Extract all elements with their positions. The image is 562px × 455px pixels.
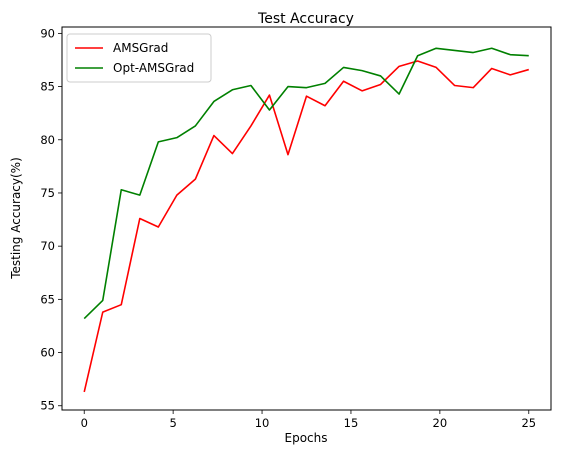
series-line-opt-amsgrad — [83, 47, 529, 320]
legend-label: AMSGrad — [113, 41, 168, 55]
legend-label: Opt-AMSGrad — [113, 61, 194, 75]
series-line-amsgrad — [83, 60, 529, 393]
y-tick-label: 65 — [40, 292, 55, 306]
x-axis: 0 5 10 15 20 25 — [81, 410, 536, 430]
y-tick-label: 80 — [40, 133, 55, 147]
x-tick-label: 10 — [255, 416, 270, 430]
y-tick-label: 90 — [40, 26, 55, 40]
y-axis-label: Testing Accuracy(%) — [9, 157, 23, 280]
legend: AMSGrad Opt-AMSGrad — [66, 33, 212, 83]
plot-frame — [61, 26, 552, 411]
series-layer — [83, 47, 529, 393]
y-tick-label: 55 — [40, 399, 55, 413]
x-axis-label: Epochs — [285, 431, 328, 445]
plot-area — [62, 27, 551, 410]
y-tick-label: 85 — [40, 80, 55, 94]
y-tick-label: 60 — [40, 346, 55, 360]
chart-title: Test Accuracy — [257, 11, 354, 27]
legend-box — [66, 33, 212, 83]
x-tick-label: 5 — [169, 416, 176, 430]
y-axis: 55 60 65 70 75 80 85 90 — [40, 26, 62, 413]
x-tick-label: 15 — [344, 416, 359, 430]
x-tick-label: 20 — [433, 416, 448, 430]
x-tick-label: 25 — [521, 416, 536, 430]
y-tick-label: 70 — [40, 239, 55, 253]
x-tick-label: 0 — [81, 416, 88, 430]
y-tick-label: 75 — [40, 186, 55, 200]
